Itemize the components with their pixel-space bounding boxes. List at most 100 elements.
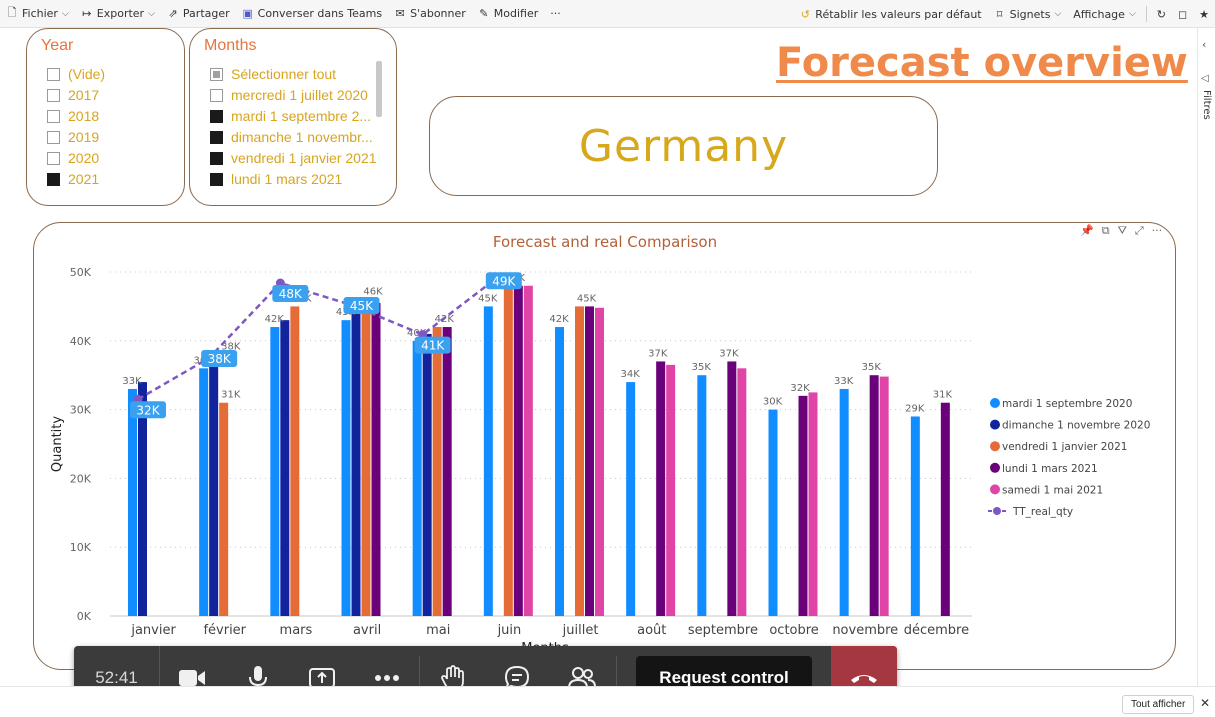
- month-checkbox[interactable]: [210, 151, 223, 165]
- export-icon: ↦: [82, 7, 92, 20]
- line-series: [137, 279, 495, 401]
- month-option[interactable]: mercredi 1 juillet 2020: [210, 86, 368, 104]
- month-checkbox[interactable]: [210, 172, 223, 186]
- y-tick-label: 40K: [70, 335, 92, 348]
- month-checkbox[interactable]: [210, 109, 223, 123]
- camera-button[interactable]: [160, 646, 224, 710]
- participants-icon: [568, 667, 596, 689]
- year-option-label: 2021: [68, 171, 100, 187]
- bar: [575, 306, 584, 616]
- legend-label: lundi 1 mars 2021: [1002, 463, 1098, 475]
- bar: [666, 364, 676, 616]
- bookmarks-menu[interactable]: ⌑ Signets ⌵: [988, 0, 1068, 28]
- legend-marker: [990, 484, 1000, 495]
- year-checkbox[interactable]: [47, 151, 60, 165]
- filter-icon[interactable]: ⛛: [1117, 224, 1127, 237]
- filters-pane-label: Filtres: [1201, 90, 1212, 120]
- bar: [523, 285, 533, 616]
- legend-marker: [990, 462, 1000, 473]
- menu-fichier[interactable]: 🗋 Fichier ⌵: [0, 0, 75, 28]
- bar: [270, 327, 280, 616]
- copy-icon[interactable]: ⧉: [1101, 224, 1110, 237]
- year-option[interactable]: 2020: [47, 149, 99, 167]
- comment-button[interactable]: ◻: [1172, 0, 1193, 28]
- teams-button[interactable]: ▣ Converser dans Teams: [236, 0, 388, 28]
- year-option-label: 2017: [68, 87, 100, 103]
- year-slicer-title: Year: [41, 37, 74, 54]
- month-option[interactable]: mardi 1 septembre 2...: [210, 107, 371, 125]
- more-actions-button[interactable]: [355, 646, 419, 710]
- page-title: Forecast overview: [776, 40, 1188, 86]
- refresh-icon: ↻: [1156, 7, 1166, 21]
- year-option[interactable]: 2019: [47, 128, 99, 146]
- view-menu[interactable]: Affichage ⌵: [1067, 0, 1142, 28]
- month-option[interactable]: lundi 1 mars 2021: [210, 170, 342, 188]
- x-tick-label: octobre: [769, 623, 818, 638]
- data-label: 33K: [122, 376, 142, 387]
- legend-label: mardi 1 septembre 2020: [1002, 398, 1132, 410]
- month-checkbox[interactable]: [210, 88, 223, 102]
- pin-icon[interactable]: 📌: [1080, 224, 1094, 237]
- more-options-icon[interactable]: ···: [1151, 224, 1163, 237]
- bar: [595, 307, 604, 616]
- year-option[interactable]: 2021: [47, 170, 99, 188]
- line-label-bg: [201, 350, 238, 367]
- call-duration: 52:41: [74, 646, 160, 710]
- legend-label: dimanche 1 novembre 2020: [1002, 420, 1150, 432]
- year-slicer: Year (Vide) 2017 2018 2019 2020 2021: [26, 28, 185, 206]
- bar: [138, 382, 147, 616]
- month-checkbox[interactable]: [210, 67, 223, 81]
- month-option[interactable]: dimanche 1 novembr...: [210, 128, 373, 146]
- month-option-label: mardi 1 septembre 2...: [231, 108, 372, 124]
- month-option[interactable]: vendredi 1 janvier 2021: [210, 149, 377, 167]
- year-option[interactable]: 2017: [47, 86, 99, 104]
- favorite-button[interactable]: ★: [1193, 0, 1215, 28]
- year-checkbox[interactable]: [47, 130, 60, 144]
- menu-exporter[interactable]: ↦ Exporter ⌵: [75, 0, 161, 28]
- months-slicer-scrollbar[interactable]: [376, 61, 382, 117]
- month-option[interactable]: Sélectionner tout: [210, 65, 336, 83]
- chevron-left-icon[interactable]: ‹: [1202, 38, 1207, 51]
- year-option[interactable]: (Vide): [47, 65, 105, 83]
- line-label-bg: [485, 272, 522, 290]
- view-label: Affichage: [1073, 7, 1125, 21]
- raise-hand-button[interactable]: [421, 646, 485, 710]
- bar: [199, 368, 209, 616]
- close-icon[interactable]: ✕: [1200, 696, 1211, 710]
- year-option-label: 2018: [68, 108, 100, 124]
- share-button[interactable]: ⇗ Partager: [161, 0, 236, 28]
- bar: [839, 388, 849, 616]
- bar: [483, 306, 493, 616]
- x-tick-label: novembre: [832, 623, 898, 638]
- data-label: 31K: [933, 390, 953, 401]
- more-options-button[interactable]: ···: [544, 0, 567, 28]
- focus-mode-icon[interactable]: ⤢: [1134, 224, 1144, 237]
- data-label: 35K: [692, 362, 712, 373]
- bar: [555, 327, 564, 616]
- year-checkbox[interactable]: [47, 109, 60, 123]
- chevron-down-icon: ⌵: [148, 8, 155, 19]
- month-checkbox[interactable]: [210, 130, 223, 144]
- filters-pane[interactable]: ‹ ◁ Filtres: [1197, 28, 1215, 686]
- subscribe-button[interactable]: ✉ S'abonner: [388, 0, 472, 28]
- show-all-button[interactable]: Tout afficher: [1122, 695, 1195, 714]
- year-checkbox[interactable]: [47, 88, 60, 102]
- chevron-down-icon: ⌵: [61, 8, 69, 19]
- bar: [697, 375, 707, 616]
- legend-label: TT_real_qty: [1012, 506, 1073, 518]
- edit-button[interactable]: ✎ Modifier: [472, 0, 544, 28]
- country-name: Germany: [578, 120, 789, 172]
- legend-marker: [993, 507, 1001, 515]
- bar: [341, 320, 351, 616]
- participants-button[interactable]: [550, 646, 614, 710]
- refresh-button[interactable]: ↻: [1151, 0, 1172, 28]
- toolbar-right: ↺ Rétablir les valeurs par défaut ⌑ Signet…: [793, 0, 1215, 28]
- report-toolbar: 🗋 Fichier ⌵ ↦ Exporter ⌵ ⇗ Partager ▣ Converse…: [0, 0, 1215, 28]
- year-checkbox[interactable]: [47, 67, 60, 81]
- year-option[interactable]: 2018: [47, 107, 99, 125]
- reset-defaults-button[interactable]: ↺ Rétablir les valeurs par défaut: [793, 0, 987, 28]
- year-checkbox[interactable]: [47, 172, 60, 186]
- bar: [626, 382, 636, 616]
- line-label-bg: [272, 285, 309, 303]
- bar: [371, 302, 381, 616]
